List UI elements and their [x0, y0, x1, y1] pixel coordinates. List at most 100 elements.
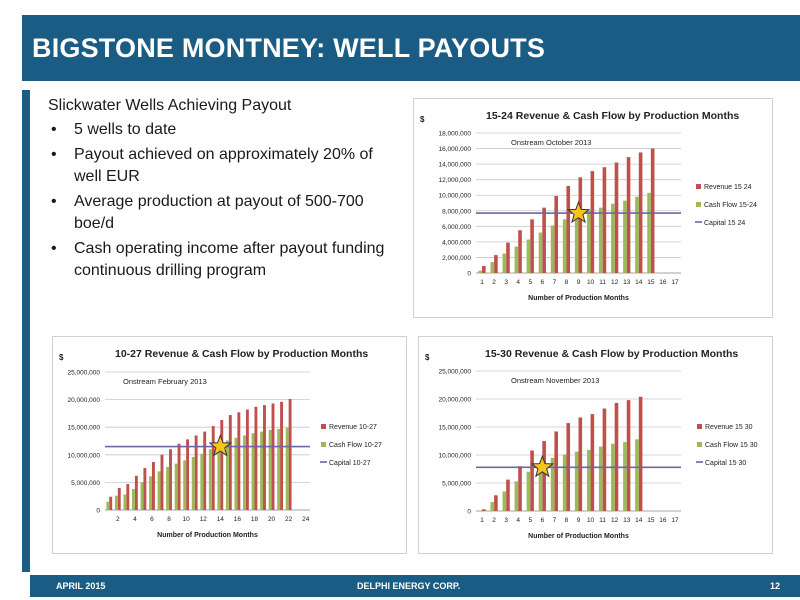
y-tick-label: 5,000,000 — [442, 481, 471, 488]
y-axis-unit-label: $ — [59, 353, 64, 362]
x-tick-label: 6 — [541, 279, 545, 286]
x-tick-label: 6 — [150, 516, 154, 523]
cash-flow-bar — [526, 471, 531, 511]
cash-flow-bar — [490, 262, 495, 273]
chart-title: 15-24 Revenue & Cash Flow by Production … — [486, 110, 739, 122]
legend-label-capital: Capital 15 24 — [704, 220, 745, 227]
cash-flow-bar — [611, 203, 615, 273]
x-tick-label: 1 — [480, 517, 484, 524]
y-tick-label: 15,000,000 — [67, 425, 100, 432]
x-tick-label: 3 — [504, 279, 508, 286]
onstream-annotation: Onstream February 2013 — [123, 377, 207, 386]
legend-label-capital: Capital 10-27 — [329, 460, 371, 467]
x-tick-label: 2 — [116, 516, 120, 523]
x-tick-label: 24 — [302, 516, 310, 523]
revenue-bar — [578, 417, 583, 511]
cash-flow-bar — [234, 437, 238, 510]
revenue-bar — [263, 405, 266, 510]
cash-flow-bar — [478, 270, 483, 273]
x-tick-label: 7 — [553, 517, 557, 524]
chart-10-27: 10-27 Revenue & Cash Flow by Production … — [59, 348, 382, 539]
x-axis-title: Number of Production Months — [157, 532, 258, 539]
y-tick-label: 20,000,000 — [438, 397, 471, 404]
revenue-bar — [566, 185, 571, 273]
y-tick-label: 25,000,000 — [438, 369, 471, 376]
cash-flow-bar — [562, 454, 567, 511]
x-tick-label: 3 — [504, 517, 508, 524]
revenue-bar — [506, 242, 510, 273]
revenue-bar — [245, 409, 249, 510]
revenue-bar — [626, 157, 631, 273]
revenue-bar — [614, 402, 619, 511]
bullet-heading: Slickwater Wells Achieving Payout — [48, 97, 292, 114]
x-tick-label: 17 — [671, 279, 679, 286]
revenue-bar — [554, 431, 558, 511]
x-tick-label: 5 — [528, 517, 532, 524]
x-tick-label: 11 — [599, 517, 606, 524]
legend-label-cash-flow: Cash Flow 10-27 — [329, 442, 382, 449]
x-tick-label: 22 — [285, 516, 293, 523]
cash-flow-bar — [157, 471, 161, 510]
revenue-bar — [126, 484, 130, 510]
y-tick-label: 14,000,000 — [438, 162, 471, 169]
revenue-bar — [626, 400, 631, 511]
revenue-bar — [134, 475, 138, 510]
cash-flow-bar — [251, 433, 255, 510]
y-tick-label: 20,000,000 — [67, 397, 100, 404]
revenue-bar — [109, 496, 113, 510]
y-tick-label: 5,000,000 — [71, 480, 100, 487]
revenue-bar — [151, 461, 155, 510]
revenue-bar — [542, 207, 546, 273]
revenue-bar — [494, 255, 498, 273]
x-tick-label: 10 — [587, 517, 595, 524]
bullet-item: Cash operating income after payout fundi… — [48, 238, 398, 282]
y-tick-label: 10,000,000 — [67, 452, 100, 459]
x-axis-title: Number of Production Months — [528, 295, 629, 302]
x-axis-title: Number of Production Months — [528, 533, 629, 540]
cash-flow-bar — [200, 453, 204, 510]
revenue-bar — [143, 468, 147, 510]
revenue-bar — [506, 479, 510, 511]
revenue-bar — [194, 435, 198, 510]
cash-flow-bar — [490, 502, 495, 511]
y-tick-label: 10,000,000 — [438, 193, 471, 200]
cash-flow-bar — [526, 239, 531, 273]
footer-page-number: 12 — [769, 581, 780, 591]
cash-flow-bar — [635, 439, 639, 511]
x-tick-label: 2 — [492, 517, 496, 524]
x-tick-label: 14 — [635, 517, 643, 524]
x-tick-label: 8 — [565, 517, 569, 524]
revenue-bar — [590, 171, 595, 273]
x-tick-label: 14 — [635, 279, 643, 286]
revenue-bar — [530, 450, 534, 511]
legend-swatch-cash-flow — [696, 202, 701, 207]
footer-company: DELPHI ENERGY CORP. — [357, 581, 461, 591]
cash-flow-bar — [285, 427, 289, 510]
x-tick-label: 5 — [528, 279, 532, 286]
cash-flow-bar — [166, 466, 170, 510]
revenue-bar — [117, 487, 121, 510]
x-tick-label: 10 — [587, 279, 595, 286]
y-tick-label: 16,000,000 — [438, 146, 471, 153]
cash-flow-bar — [599, 207, 603, 273]
cash-flow-bar — [174, 463, 178, 510]
cash-flow-bar — [225, 440, 229, 510]
legend-swatch-revenue — [696, 184, 701, 189]
revenue-bar — [494, 495, 498, 511]
y-tick-label: 4,000,000 — [442, 239, 471, 246]
x-tick-label: 8 — [167, 516, 171, 523]
x-tick-label: 20 — [268, 516, 276, 523]
cash-flow-bar — [538, 232, 543, 273]
slide-title: BIGSTONE MONTNEY: WELL PAYOUTS — [22, 15, 800, 81]
revenue-bar — [614, 162, 619, 273]
x-tick-label: 13 — [623, 279, 631, 286]
cash-flow-bar — [478, 510, 483, 511]
x-tick-label: 12 — [611, 517, 619, 524]
y-tick-label: 18,000,000 — [438, 131, 471, 138]
revenue-bar — [530, 219, 534, 273]
revenue-bar — [177, 443, 181, 510]
revenue-bar — [482, 266, 486, 273]
chart-15-30: 15-30 Revenue & Cash Flow by Production … — [425, 348, 758, 540]
cash-flow-bar — [114, 495, 118, 510]
y-tick-label: 2,000,000 — [442, 255, 471, 262]
